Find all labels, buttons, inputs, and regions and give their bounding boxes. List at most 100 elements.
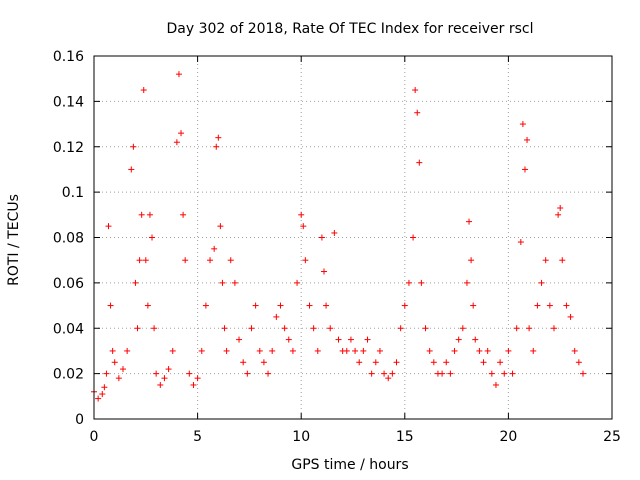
- data-point: [323, 302, 330, 309]
- data-point: [103, 370, 110, 377]
- data-point: [173, 139, 180, 146]
- data-point: [430, 359, 437, 366]
- data-point: [111, 359, 118, 366]
- data-point: [300, 223, 307, 230]
- data-point: [567, 313, 574, 320]
- data-point: [538, 279, 545, 286]
- data-point: [151, 325, 158, 332]
- data-point: [347, 336, 354, 343]
- x-tick-label: 5: [193, 429, 202, 445]
- data-point: [244, 370, 251, 377]
- data-point: [115, 375, 122, 382]
- data-point: [447, 370, 454, 377]
- data-point: [180, 211, 187, 218]
- data-point: [105, 223, 112, 230]
- data-point: [165, 366, 172, 373]
- y-tick-labels: 0 0.02 0.04 0.06 0.08 0.1 0.12 0.14 0.16: [53, 49, 84, 428]
- data-point: [217, 223, 224, 230]
- data-point: [207, 257, 214, 264]
- data-point: [559, 257, 566, 264]
- data-point: [95, 395, 102, 402]
- data-point: [468, 257, 475, 264]
- data-point: [327, 325, 334, 332]
- data-point: [524, 136, 531, 143]
- data-point: [294, 279, 301, 286]
- data-point: [289, 347, 296, 354]
- data-point: [463, 279, 470, 286]
- data-point: [265, 370, 272, 377]
- data-point: [470, 302, 477, 309]
- data-point: [534, 302, 541, 309]
- data-point: [405, 279, 412, 286]
- data-point: [223, 347, 230, 354]
- data-point: [439, 370, 446, 377]
- data-point: [343, 347, 350, 354]
- data-point: [169, 347, 176, 354]
- data-point: [352, 347, 359, 354]
- data-point: [302, 257, 309, 264]
- data-point: [269, 347, 276, 354]
- data-point: [397, 325, 404, 332]
- data-point: [215, 134, 222, 141]
- x-tick-label: 20: [499, 429, 517, 445]
- data-point: [310, 325, 317, 332]
- data-point: [497, 359, 504, 366]
- data-point: [557, 205, 564, 212]
- axis-ticks: [93, 55, 613, 420]
- data-point: [368, 370, 375, 377]
- y-tick-label: 0.16: [53, 49, 84, 65]
- data-point: [132, 279, 139, 286]
- data-point: [579, 370, 586, 377]
- data-point: [236, 336, 243, 343]
- data-point: [124, 347, 131, 354]
- y-tick-label: 0.02: [53, 367, 84, 383]
- data-point: [414, 109, 421, 116]
- data-point: [364, 336, 371, 343]
- data-point: [277, 302, 284, 309]
- data-point: [389, 370, 396, 377]
- x-tick-label: 25: [603, 429, 621, 445]
- data-point: [526, 325, 533, 332]
- data-point: [120, 366, 127, 373]
- data-point: [190, 381, 197, 388]
- y-tick-label: 0.1: [62, 185, 84, 201]
- data-point: [550, 325, 557, 332]
- data-point: [455, 336, 462, 343]
- data-point: [153, 370, 160, 377]
- data-point: [318, 234, 325, 241]
- data-point: [416, 159, 423, 166]
- data-point: [130, 143, 137, 150]
- data-point: [198, 347, 205, 354]
- grid-lines: [94, 56, 612, 419]
- data-point: [443, 359, 450, 366]
- data-point: [213, 143, 220, 150]
- data-point: [146, 211, 153, 218]
- data-point: [376, 347, 383, 354]
- data-point: [298, 211, 305, 218]
- data-point: [331, 229, 338, 236]
- data-point: [571, 347, 578, 354]
- data-point: [202, 302, 209, 309]
- data-point: [385, 375, 392, 382]
- data-point: [335, 336, 342, 343]
- data-point: [107, 302, 114, 309]
- data-point: [101, 384, 108, 391]
- data-point: [480, 359, 487, 366]
- x-tick-label: 0: [90, 429, 99, 445]
- x-tick-label: 10: [292, 429, 310, 445]
- data-point: [109, 347, 116, 354]
- data-point: [252, 302, 259, 309]
- data-point: [575, 359, 582, 366]
- data-point: [260, 359, 267, 366]
- data-point: [360, 347, 367, 354]
- data-point: [140, 87, 147, 94]
- data-point: [314, 347, 321, 354]
- data-point: [372, 359, 379, 366]
- data-point: [186, 370, 193, 377]
- data-point: [178, 130, 185, 137]
- data-point: [136, 257, 143, 264]
- data-point: [501, 370, 508, 377]
- data-point: [546, 302, 553, 309]
- data-point: [488, 370, 495, 377]
